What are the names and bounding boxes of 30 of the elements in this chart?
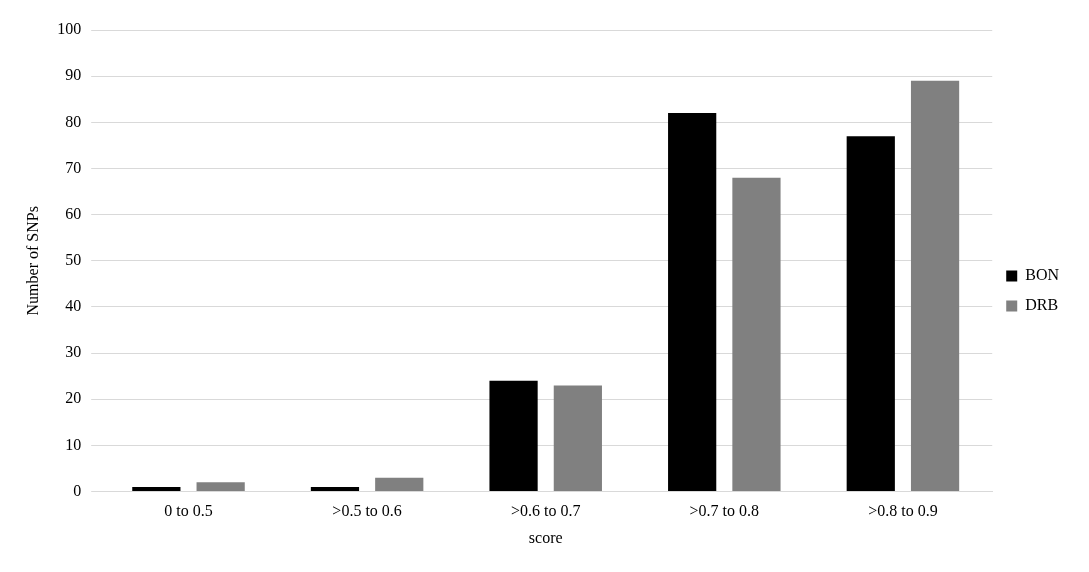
x-tick-label: >0.5 to 0.6 — [332, 502, 402, 520]
bar — [846, 136, 895, 492]
bar — [375, 477, 424, 492]
x-axis-title: score — [528, 528, 563, 546]
y-tick-label: 0 — [73, 481, 82, 499]
y-tick-label: 80 — [65, 112, 82, 130]
bar — [310, 486, 360, 492]
y-tick-label: 20 — [65, 389, 82, 407]
bar — [668, 113, 717, 492]
y-tick-label: 70 — [65, 158, 82, 176]
bar — [910, 80, 960, 492]
y-tick-label: 60 — [65, 204, 82, 222]
legend-label: DRB — [1025, 296, 1059, 314]
x-tick-label: 0 to 0.5 — [164, 502, 213, 520]
y-tick-label: 100 — [57, 20, 82, 38]
legend-label: BON — [1025, 266, 1060, 284]
x-tick-label: >0.6 to 0.7 — [510, 502, 581, 520]
y-tick-label: 10 — [65, 435, 82, 453]
y-tick-label: 90 — [65, 66, 82, 84]
y-tick-label: 30 — [65, 343, 82, 361]
bar — [489, 380, 538, 492]
x-tick-label: >0.8 to 0.9 — [868, 502, 938, 520]
bar — [196, 482, 245, 492]
x-tick-label: >0.7 to 0.8 — [689, 502, 760, 520]
bar — [732, 177, 781, 492]
y-tick-label: 50 — [65, 251, 82, 268]
y-tick-label: 40 — [65, 297, 82, 315]
y-axis-title: Number of SNPs — [23, 206, 41, 316]
bar — [132, 486, 181, 492]
bar — [553, 385, 602, 492]
